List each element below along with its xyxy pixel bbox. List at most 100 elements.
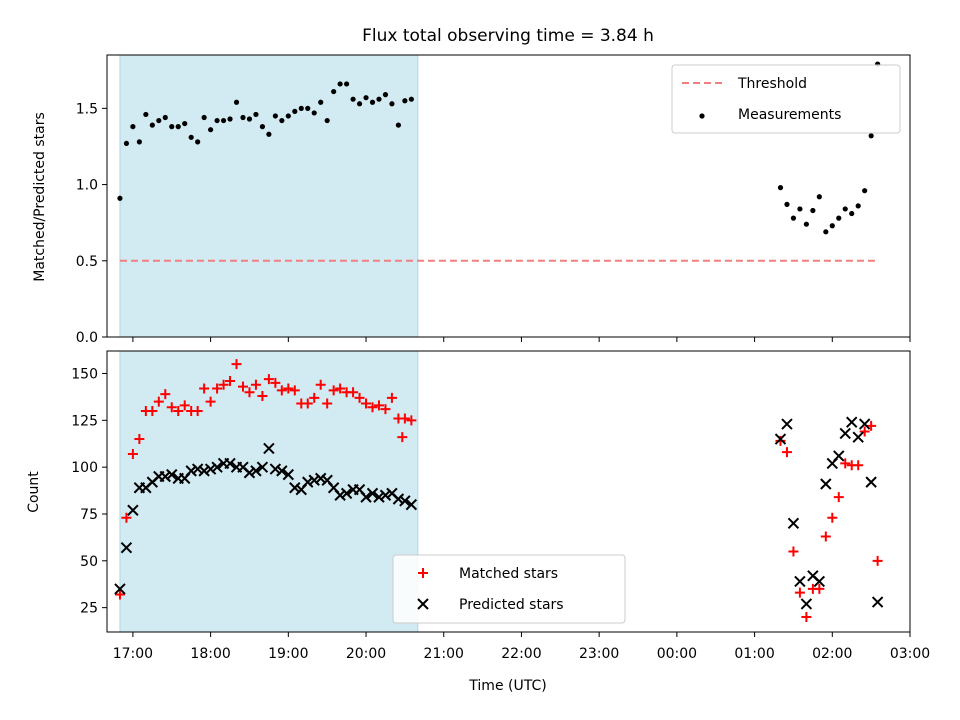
- observing-span: [119, 350, 419, 633]
- data-point: [833, 492, 844, 503]
- x-tick-label: 22:00: [501, 646, 541, 662]
- y-tick-label: 50: [80, 554, 98, 570]
- data-point: [849, 210, 855, 217]
- data-point: [173, 405, 184, 416]
- data-point: [328, 385, 339, 396]
- data-point: [276, 465, 288, 477]
- data-point: [166, 468, 178, 481]
- data-point: [315, 379, 326, 390]
- data-point: [246, 116, 253, 122]
- data-point: [803, 221, 809, 227]
- data-point: [836, 215, 842, 221]
- data-point: [367, 402, 378, 413]
- data-point: [408, 96, 414, 102]
- data-point: [335, 383, 346, 394]
- bottom-y-axis-label: Count: [26, 471, 42, 513]
- data-point: [134, 434, 145, 445]
- data-point: [233, 99, 240, 105]
- data-point: [212, 383, 223, 394]
- data-point: [282, 468, 295, 481]
- data-point: [399, 495, 411, 507]
- data-point: [318, 99, 324, 105]
- data-point: [214, 117, 220, 124]
- data-point: [185, 465, 197, 477]
- legend-label: Predicted stars: [459, 597, 564, 613]
- data-point: [872, 555, 883, 566]
- data-point: [376, 96, 382, 102]
- legend-label: Measurements: [738, 107, 841, 123]
- data-point: [839, 427, 851, 440]
- data-point: [114, 589, 125, 600]
- data-point: [379, 489, 392, 501]
- data-point: [386, 392, 397, 403]
- data-point: [801, 612, 812, 623]
- y-tick-label: 125: [71, 413, 98, 429]
- data-point: [356, 101, 363, 107]
- data-point: [322, 398, 333, 409]
- data-point: [175, 124, 181, 130]
- data-point: [285, 113, 291, 119]
- data-point: [250, 465, 262, 477]
- x-tick-label: 03:00: [890, 646, 930, 662]
- data-point: [314, 472, 327, 485]
- data-point: [153, 396, 164, 407]
- data-point: [369, 99, 376, 105]
- x-tick-label: 20:00: [346, 646, 386, 662]
- data-point: [820, 531, 831, 542]
- data-point: [862, 188, 868, 194]
- data-point: [858, 418, 871, 430]
- top-y-axis-label: Matched/Predicted stars: [32, 112, 48, 282]
- x-tick-label: 18:00: [190, 646, 230, 662]
- data-point: [244, 387, 255, 398]
- x-tick-label: 00:00: [657, 646, 697, 662]
- data-point: [823, 229, 829, 235]
- data-point: [263, 374, 274, 385]
- data-point: [270, 377, 281, 388]
- data-point: [201, 114, 207, 121]
- data-point: [813, 575, 826, 588]
- data-point: [788, 546, 799, 557]
- x-tick-label: 23:00: [579, 646, 619, 662]
- data-point: [774, 433, 787, 445]
- data-point: [205, 396, 216, 407]
- data-point: [289, 482, 301, 494]
- data-point: [149, 122, 155, 128]
- data-point: [143, 111, 149, 118]
- data-point: [392, 493, 405, 505]
- data-point: [787, 517, 800, 530]
- data-point: [373, 491, 385, 503]
- observing-span: [119, 54, 419, 338]
- data-point: [308, 474, 320, 486]
- data-point: [147, 405, 158, 416]
- data-point: [794, 575, 806, 588]
- data-point: [797, 206, 803, 212]
- data-point: [231, 359, 242, 370]
- data-point: [344, 81, 350, 87]
- legend: Matched stars Predicted stars: [392, 554, 626, 624]
- axes-frame: [106, 350, 911, 633]
- data-point: [354, 392, 365, 403]
- x-tick-label: 21:00: [424, 646, 464, 662]
- data-point: [276, 385, 287, 396]
- data-point: [781, 418, 793, 430]
- data-point: [868, 133, 874, 139]
- data-point: [846, 416, 858, 428]
- data-point: [253, 111, 259, 118]
- data-point: [121, 512, 132, 523]
- data-point: [127, 504, 139, 516]
- data-point: [382, 92, 389, 98]
- data-point: [182, 120, 188, 127]
- data-point: [820, 478, 832, 490]
- y-tick-label: 100: [71, 460, 98, 476]
- data-point: [406, 415, 417, 426]
- y-tick-label: 1.0: [76, 178, 98, 194]
- data-point: [311, 110, 317, 116]
- data-point: [331, 88, 337, 95]
- data-point: [302, 476, 314, 488]
- data-point: [389, 101, 395, 107]
- data-point: [853, 460, 864, 471]
- chart-title: Flux total observing time = 3.84 h: [362, 26, 654, 46]
- data-point: [810, 207, 816, 214]
- data-point: [334, 489, 346, 501]
